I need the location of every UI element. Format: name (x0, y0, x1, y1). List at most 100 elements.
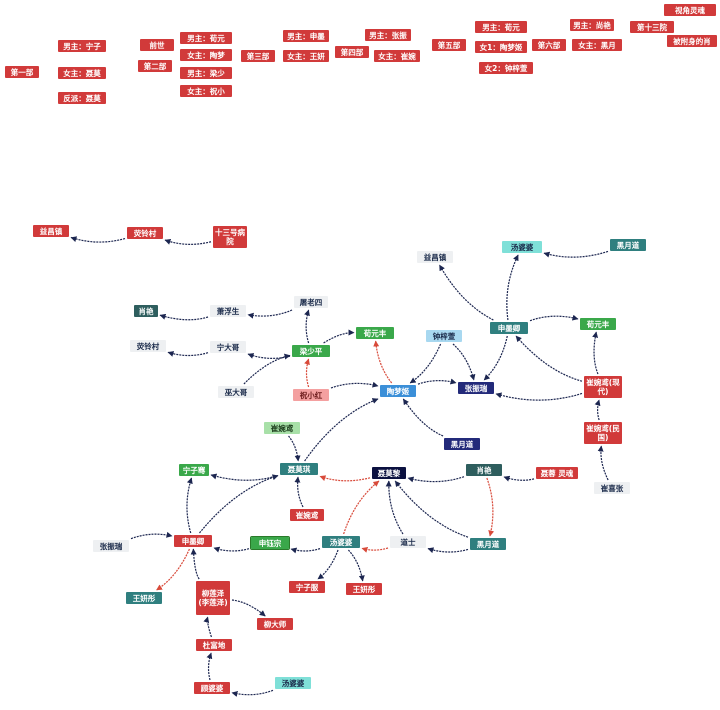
edge (402, 398, 444, 437)
edge (231, 689, 274, 697)
graph-node: 王妍彤 (126, 592, 162, 604)
graph-node: 荀元丰 (356, 327, 394, 339)
graph-node: 肖艳 (134, 305, 158, 317)
edge (407, 476, 465, 483)
edge (290, 547, 321, 554)
edge (323, 329, 355, 344)
outline-item: 反派：聂莫 (58, 92, 106, 104)
outline-item: 女主：陶梦 (180, 49, 232, 61)
outline-item: 女主：王妍 (283, 50, 329, 62)
graph-node: 祝小红 (293, 389, 329, 401)
edge (294, 476, 304, 508)
edge (186, 477, 193, 534)
edge (439, 264, 494, 321)
graph-node: 十三号病院 (213, 226, 247, 248)
graph-node: 杜富地 (196, 639, 232, 651)
outline-item: 女主：黑月 (572, 39, 622, 51)
edge (206, 652, 213, 681)
edge (597, 445, 609, 481)
graph-node: 崔婉鸢(民国) (584, 422, 622, 444)
outline-item: 男主：宁子 (58, 40, 106, 52)
edge (199, 474, 279, 534)
edge (159, 313, 209, 321)
edge (167, 351, 209, 357)
graph-node: 崔喜张 (594, 482, 630, 494)
outline-item: 第一部 (5, 66, 39, 78)
graph-node: 益昌镇 (33, 225, 69, 237)
edge (409, 343, 442, 384)
edge (304, 398, 379, 462)
outline-item: 女主：祝小 (180, 85, 232, 97)
graph-node: 黑月道 (470, 538, 506, 550)
graph-node: 崔婉鸢(现代) (584, 376, 622, 398)
edge (319, 475, 371, 482)
graph-node: 柳莲泽(李莲泽) (196, 581, 230, 615)
outline-item: 男主：张振 (365, 29, 411, 41)
graph-node: 王妍彤 (346, 583, 382, 595)
edge (486, 477, 495, 537)
edge (506, 254, 519, 321)
outline-item: 女主：崔婉 (374, 50, 420, 62)
edge (343, 480, 380, 535)
graph-node: 巫大哥 (218, 386, 254, 398)
edge (529, 314, 579, 322)
graph-node: 肖艳 (466, 464, 502, 476)
graph-node: 汤婆婆 (502, 241, 542, 253)
graph-node: 屠老四 (294, 296, 328, 308)
edge (543, 250, 609, 258)
edge (592, 331, 599, 375)
graph-node: 聂莫黎 (372, 467, 406, 479)
edge (361, 547, 389, 553)
outline-item: 第六部 (532, 39, 566, 51)
graph-node: 黑月道 (610, 239, 646, 251)
edge (203, 616, 212, 638)
outline-item: 第三部 (241, 50, 275, 62)
edge (317, 549, 339, 580)
edge (373, 340, 393, 384)
edge (190, 548, 200, 580)
graph-node: 荀元丰 (580, 318, 616, 330)
graph-node: 荧铃村 (130, 340, 166, 352)
edge (427, 547, 469, 554)
graph-node: 钟梓萱 (426, 330, 462, 342)
graph-node: 道士 (390, 536, 426, 548)
graph-node: 汤婆婆 (322, 536, 360, 548)
outline-item: 第五部 (432, 39, 466, 51)
edge (243, 353, 291, 385)
edge (213, 546, 250, 553)
edge (385, 480, 404, 535)
edge (130, 531, 173, 540)
edge (164, 239, 212, 245)
edge (515, 335, 583, 382)
graph-node: 崔婉鸢 (264, 422, 300, 434)
outline-item: 视角灵魂 (664, 4, 716, 16)
edge (330, 381, 379, 389)
edge (288, 435, 301, 462)
graph-node: 申墨卿 (174, 535, 212, 547)
graph-node: 宁大哥 (210, 341, 246, 353)
outline-item: 第二部 (138, 60, 172, 72)
graph-node: 宁子服 (289, 581, 325, 593)
edge (452, 343, 476, 381)
edge (417, 378, 457, 385)
graph-node: 黑月道 (444, 438, 480, 450)
edge (156, 548, 190, 591)
edge (247, 309, 293, 319)
outline-item: 前世 (140, 39, 174, 51)
edge (70, 236, 126, 243)
edge (503, 475, 535, 482)
graph-node: 宁子骞 (179, 464, 209, 476)
edge (594, 399, 601, 421)
outline-item: 女主：聂莫 (58, 67, 106, 79)
outline-item: 女1：陶梦姬 (475, 41, 527, 53)
graph-node: 申墨卿 (490, 322, 528, 334)
outline-item: 女2：钟梓萱 (479, 62, 533, 74)
edge (304, 358, 310, 388)
graph-node: 申钰宗 (250, 536, 290, 550)
outline-item: 男主：荀元 (180, 32, 232, 44)
graph-node: 张振瑞 (458, 382, 494, 394)
graph-node: 萧浮生 (210, 305, 246, 317)
outline-item: 被附身的肖 (667, 35, 717, 47)
